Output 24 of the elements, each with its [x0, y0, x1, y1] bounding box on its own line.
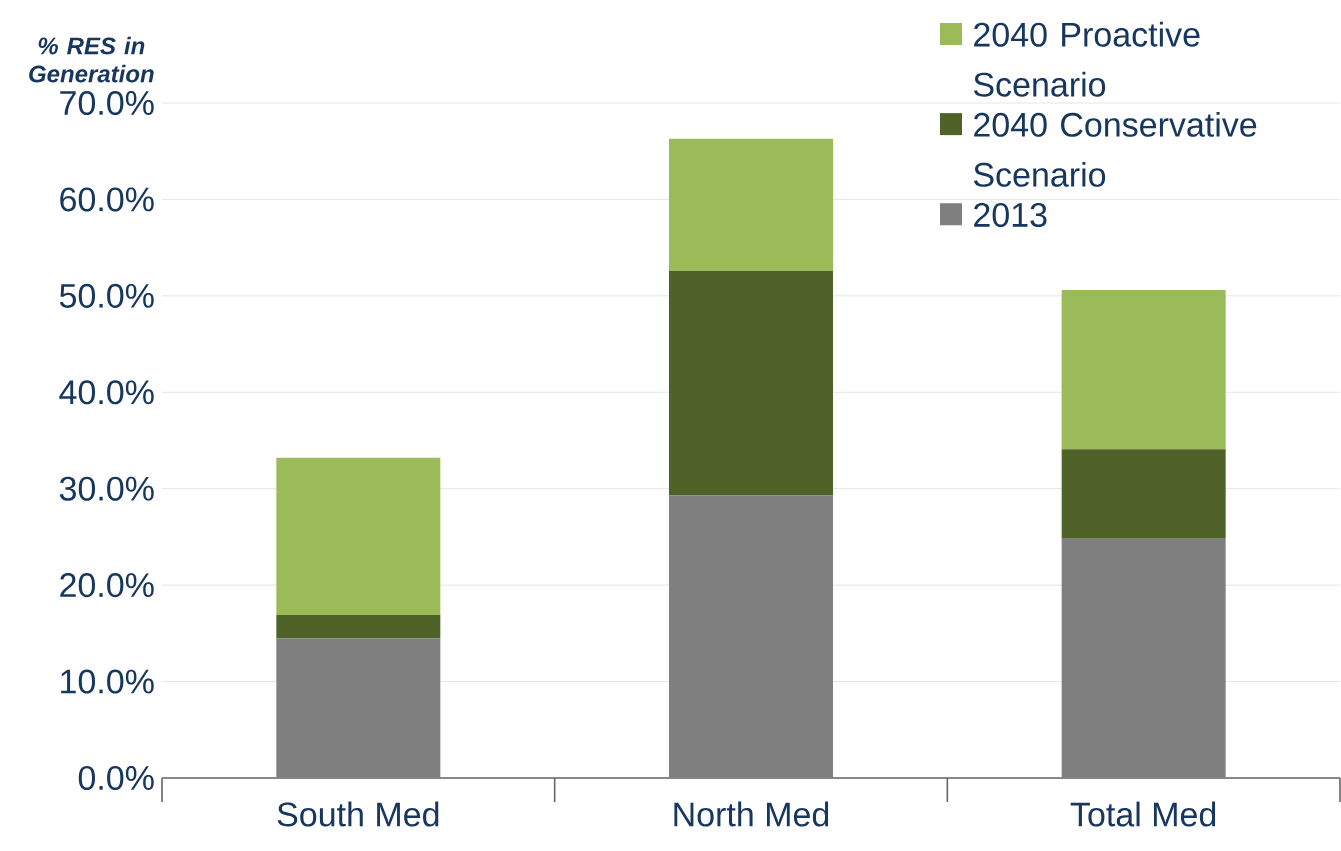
y-tick-label: 30.0% [59, 476, 154, 501]
legend-label: 2013 [974, 202, 1047, 227]
y-tick-label: 0.0% [78, 765, 154, 791]
x-tick-label: North Med [674, 801, 829, 827]
legend-label: 2040 Conservative Scenario [973, 111, 1257, 187]
y-tick-label: 20.0% [60, 573, 154, 598]
bar [276, 638, 441, 778]
y-tick-label: 60.0% [60, 187, 154, 212]
y-tick-label: 50.0% [59, 283, 154, 308]
x-tick-label: Total Med [1070, 801, 1216, 827]
y-tick-label: 70.0% [60, 90, 154, 116]
legend-label: 2040 Proactive Scenario [973, 21, 1200, 97]
y-axis-title: % RES in Generation [29, 36, 154, 83]
bar [276, 615, 441, 639]
bar [276, 457, 441, 616]
bar [1061, 449, 1226, 539]
y-tick-label: 10.0% [61, 669, 154, 694]
bar [1061, 290, 1226, 450]
x-tick-label: South Med [277, 801, 439, 827]
bar [669, 138, 833, 271]
bar [669, 495, 833, 778]
bar [1061, 538, 1226, 778]
bar [669, 270, 833, 496]
y-tick-label: 40.0% [59, 380, 154, 405]
